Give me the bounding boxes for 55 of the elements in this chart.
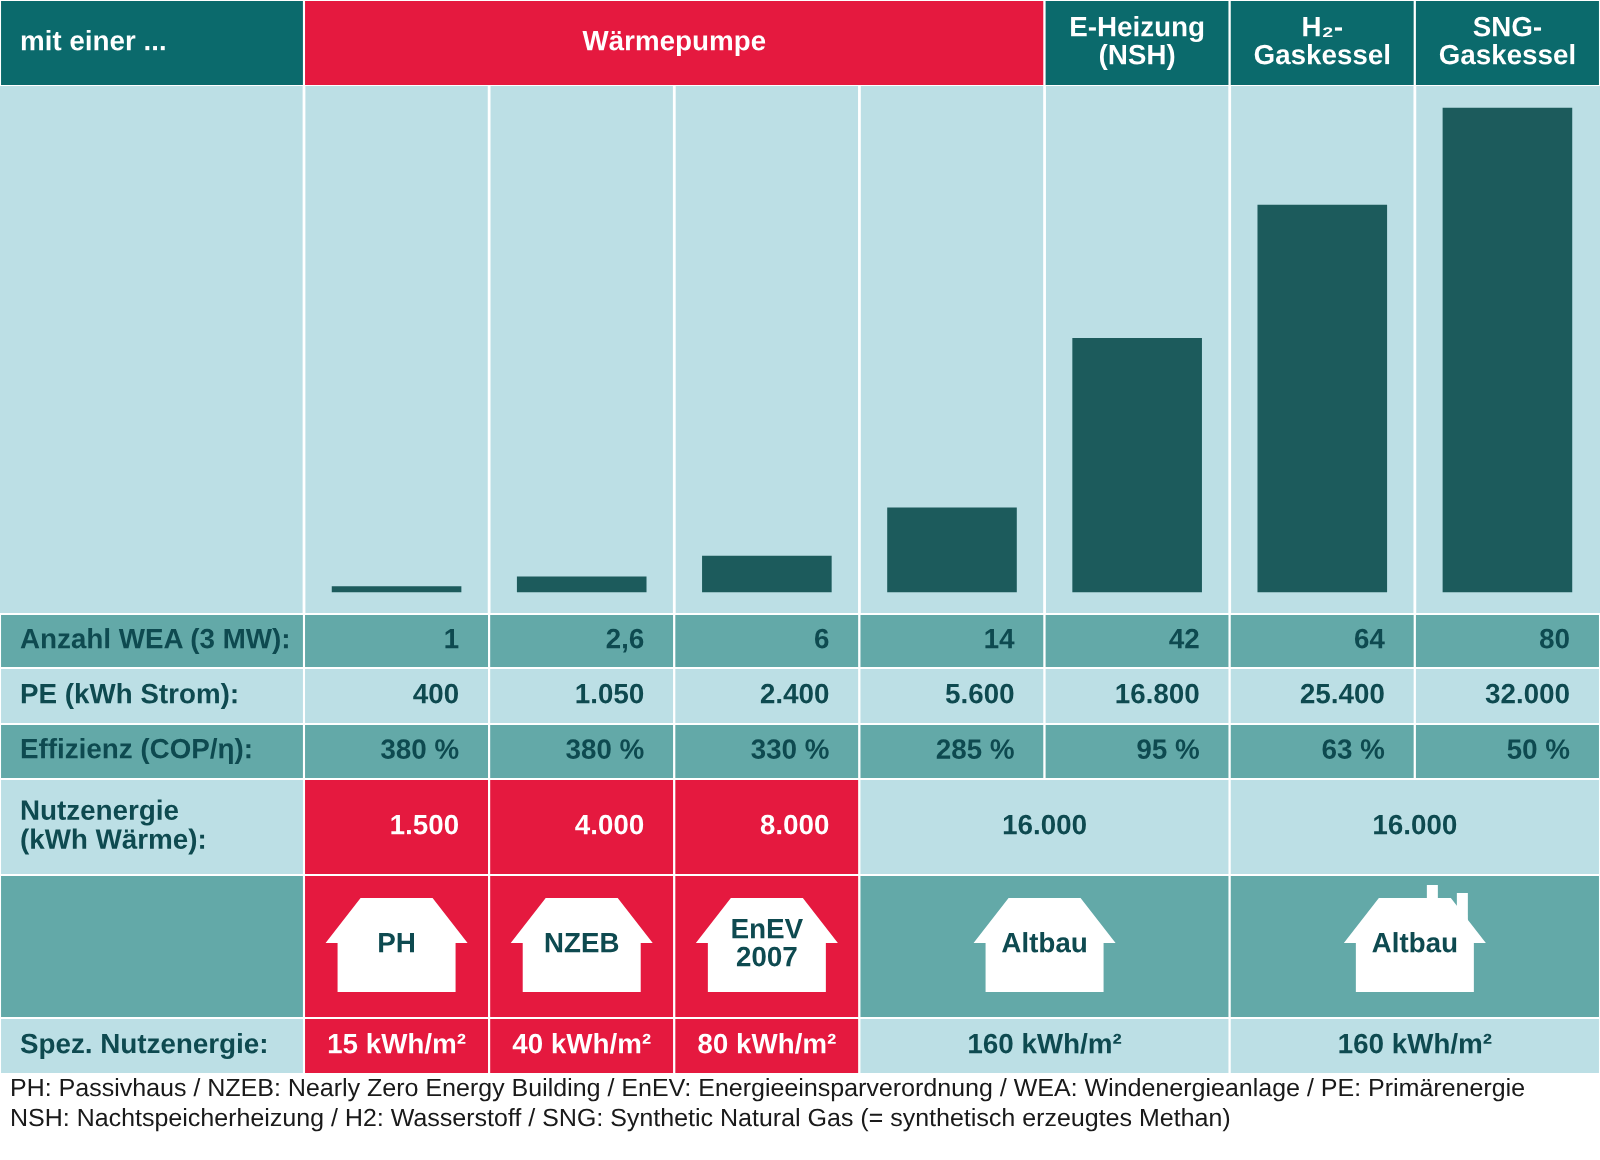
bar: [1072, 337, 1202, 593]
data-label: 2.400: [760, 683, 829, 704]
bar: [702, 555, 832, 593]
bar: [1442, 107, 1573, 593]
data-label: 80: [1539, 628, 1569, 649]
data-label: 64: [1354, 628, 1385, 649]
text: Nutzenergie (kWh Wärme):: [21, 799, 205, 855]
bar: [1257, 204, 1388, 593]
text: mit einer ...: [21, 30, 165, 51]
text: Spez. Nutzenergie:: [20, 1032, 266, 1060]
data-label: 1.500: [391, 814, 459, 835]
data-label: 42: [1169, 628, 1199, 649]
data-label: 16.000: [1374, 814, 1457, 835]
data-label: 16.800: [1116, 683, 1199, 704]
category-label: EnEV 2007: [732, 919, 803, 967]
data-label: 50 %: [1507, 739, 1570, 759]
text: NSH: Nachtspeicherheizung / H2: Wasserstoff / SNG: Synthetic Natural Gas (= synthetisch erzeugtes Methan): [12, 1108, 1230, 1132]
data-label: 380 %: [566, 739, 644, 759]
data-label: 330 %: [751, 739, 829, 759]
data-label: 63 %: [1322, 739, 1385, 759]
data-label: 285 %: [936, 739, 1014, 759]
data-label: 15 kWh/m²: [328, 1033, 466, 1054]
data-label: 40 kWh/m²: [512, 1033, 651, 1054]
data-label: 25.400: [1300, 683, 1384, 704]
text: PE (kWh Strom):: [21, 683, 237, 709]
category-label: E-Heizung (NSH): [1071, 16, 1204, 70]
text: PH: Passivhaus / NZEB: Nearly Zero Energy Building / EnEV: Energieeinsparverordnung / WEA: Windenergieanlage / PE: Primärenergie: [12, 1078, 1524, 1102]
category-label: Altbau: [1002, 932, 1086, 953]
data-label: 380 %: [381, 739, 459, 759]
category-label: PH: [379, 933, 414, 953]
bar: [887, 507, 1017, 593]
data-label: 160 kWh/m²: [1339, 1033, 1492, 1054]
data-label: 5.600: [945, 683, 1014, 704]
y-axis-title: Anzahl WEA (3 MW):: [20, 628, 288, 654]
bar: [516, 576, 647, 593]
data-label: 32.000: [1485, 683, 1569, 704]
data-label: 1: [445, 629, 459, 649]
data-label: 2,6: [606, 628, 644, 653]
category-label: Wärmepumpe: [582, 30, 766, 56]
data-label: 16.000: [1003, 814, 1086, 835]
bar: [331, 586, 462, 593]
category-label: SNG- Gaskessel: [1439, 16, 1575, 65]
text: Effizienz (COP/η):: [21, 738, 251, 764]
data-label: 400: [413, 683, 459, 704]
data-label: 1.050: [576, 683, 644, 704]
data-label: 80 kWh/m²: [698, 1033, 836, 1054]
data-label: 160 kWh/m²: [969, 1033, 1122, 1054]
data-label: 6: [815, 628, 829, 649]
category-label: Altbau: [1372, 932, 1457, 953]
data-label: 8.000: [760, 814, 829, 835]
data-label: 14: [985, 629, 1015, 649]
category-label: NZEB: [545, 933, 619, 953]
data-label: 4.000: [575, 814, 644, 835]
category-label: H₂- Gaskessel: [1254, 17, 1390, 65]
data-label: 95 %: [1137, 739, 1199, 759]
